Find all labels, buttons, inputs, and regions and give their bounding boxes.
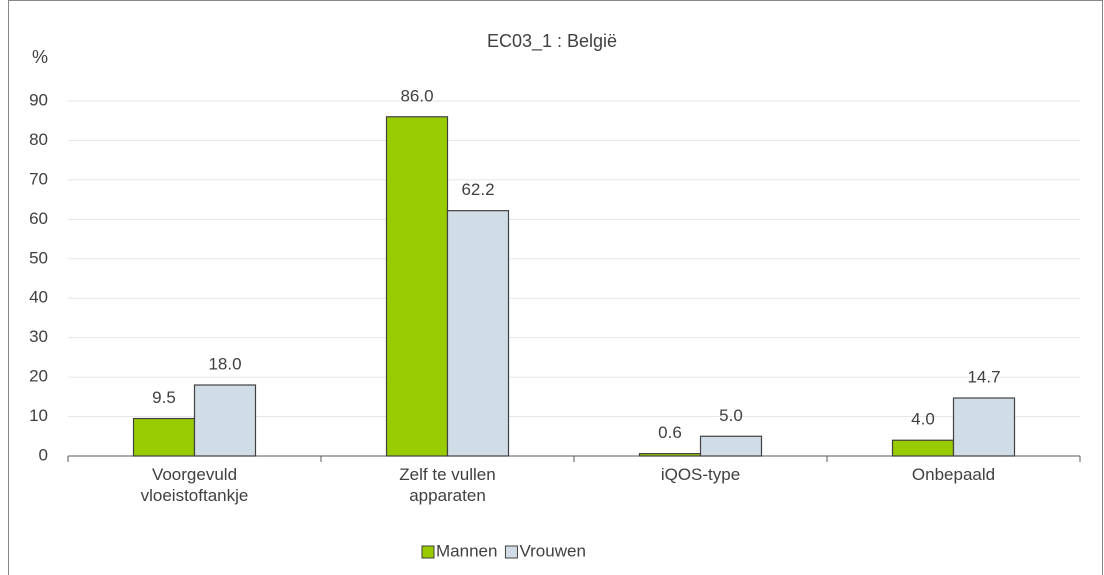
x-tick-label-box: Onbepaald — [911, 465, 996, 484]
bar — [132, 417, 196, 457]
y-tick-label: 10 — [29, 406, 48, 425]
y-tick-label: 40 — [29, 288, 48, 307]
bar — [193, 384, 257, 457]
y-tick-label: 50 — [29, 248, 48, 267]
x-tick-label: iQOS-type — [660, 465, 741, 484]
data-label: 18.0 — [208, 354, 241, 373]
bar — [638, 453, 702, 457]
x-tick-label: Zelf te vullen apparaten — [399, 465, 496, 505]
bar — [952, 397, 1016, 457]
data-label: 5.0 — [719, 406, 743, 425]
y-tick-label: 0 — [39, 445, 48, 464]
data-label: 14.7 — [967, 368, 1000, 387]
data-label: 4.0 — [911, 410, 935, 429]
legend-label: Vrouwen — [519, 541, 585, 560]
legend-swatch — [504, 545, 518, 559]
x-tick-label: Onbepaald — [911, 465, 996, 484]
data-label: 86.0 — [400, 86, 433, 105]
bar — [385, 116, 449, 457]
x-tick-label: Voorgevuld vloeistoftankje — [140, 465, 249, 505]
legend-label: Mannen — [436, 541, 497, 560]
y-tick-label: 90 — [29, 90, 48, 109]
data-label: 9.5 — [152, 388, 176, 407]
bar — [446, 210, 510, 457]
legend-swatch — [421, 545, 435, 559]
chart-frame — [8, 0, 1103, 575]
x-tick-label-box: iQOS-type — [660, 465, 741, 484]
bar — [891, 439, 955, 457]
y-tick-label: 20 — [29, 367, 48, 386]
data-label: 0.6 — [658, 423, 682, 442]
chart-title: EC03_1 : België — [487, 31, 617, 52]
bar — [699, 435, 763, 457]
y-tick-label: 60 — [29, 209, 48, 228]
x-tick-label-box: Voorgevuld vloeistoftankje — [140, 465, 249, 505]
y-tick-label: 30 — [29, 327, 48, 346]
y-tick-label: 80 — [29, 130, 48, 149]
data-label: 62.2 — [461, 180, 494, 199]
y-tick-label: 70 — [29, 169, 48, 188]
y-axis-label: % — [32, 47, 48, 67]
x-tick-label-box: Zelf te vullen apparaten — [399, 465, 496, 505]
